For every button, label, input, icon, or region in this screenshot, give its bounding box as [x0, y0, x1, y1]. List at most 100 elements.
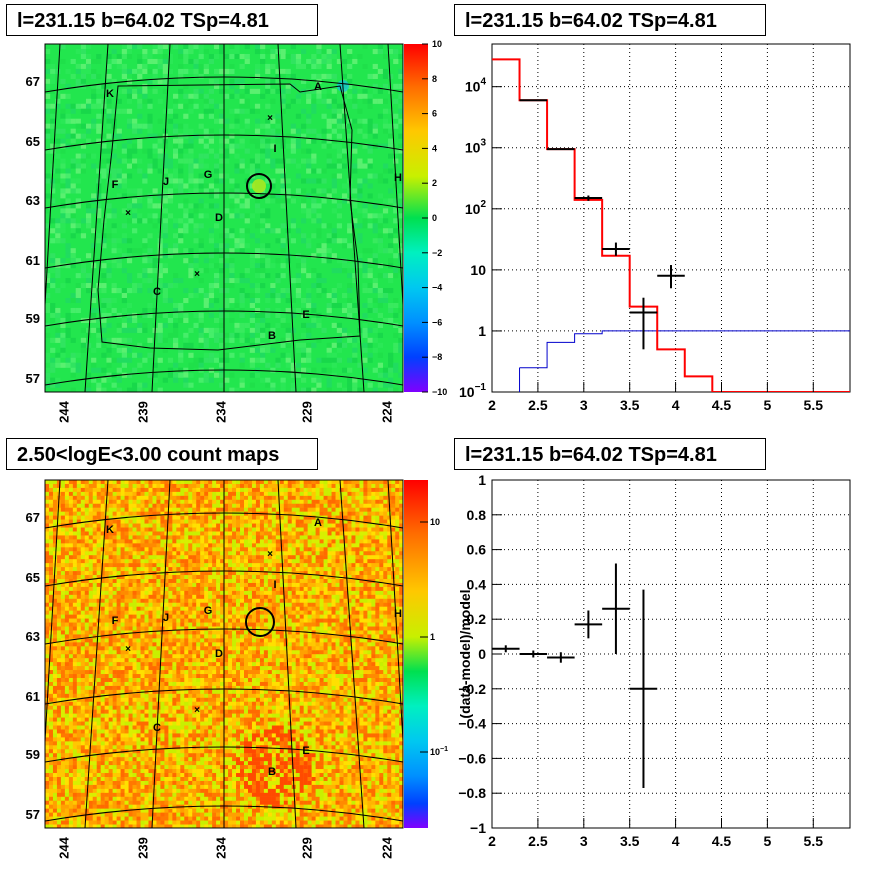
countmap-pixel	[120, 638, 125, 643]
tsmap-pixel	[326, 312, 332, 319]
countmap-pixel	[100, 511, 105, 516]
countmap-pixel	[68, 598, 73, 603]
tsmap-pixel	[193, 362, 199, 368]
countmap-pixel	[112, 594, 117, 599]
countmap-pixel	[116, 527, 121, 532]
tsmap-pixel	[290, 44, 296, 50]
countmap-pixel	[92, 582, 97, 588]
tsmap-pixel	[367, 123, 373, 129]
tsmap-pixel	[173, 342, 179, 348]
tsmap-pixel	[213, 163, 220, 169]
countmap-pixel	[64, 579, 69, 584]
countmap-pixel	[152, 689, 157, 694]
tsmap-pixel	[249, 263, 255, 269]
countmap-pixel	[84, 590, 89, 595]
countmap-pixel	[80, 784, 85, 790]
tsmap-pixel	[213, 168, 220, 174]
countmap-pixel	[156, 567, 161, 572]
countmap-pixel	[120, 737, 125, 742]
countmap-pixel	[92, 503, 97, 508]
countmap-pixel	[148, 717, 153, 722]
tsmap-pixel	[219, 168, 225, 174]
countmap-pixel	[56, 571, 62, 576]
countmap-pixel	[116, 729, 121, 734]
countmap-pixel	[88, 701, 93, 706]
tsmap-pixel	[203, 268, 209, 274]
countmap-pixel	[64, 630, 69, 635]
tsmap-pixel	[316, 322, 322, 328]
tsmap-pixel	[91, 248, 97, 254]
tsmap-pixel	[70, 158, 76, 164]
tsmap-pixel	[157, 58, 163, 65]
tsmap-pixel	[331, 362, 337, 368]
countmap-pixel	[136, 638, 141, 643]
countmap-pixel	[48, 523, 54, 528]
tsmap-pixel	[229, 108, 235, 114]
countmap-pixel	[45, 678, 50, 683]
tsmap-pixel	[219, 233, 225, 239]
tsmap-pixel	[265, 198, 271, 204]
countmap-pixel	[45, 535, 50, 540]
countmap-pixel	[144, 626, 149, 631]
tsmap-pixel	[357, 93, 363, 99]
countmap-pixel	[80, 602, 85, 607]
countmap-pixel	[104, 697, 109, 702]
tsmap-pixel	[275, 118, 281, 124]
countmap-pixel	[112, 483, 117, 489]
countmap-pixel	[56, 579, 62, 584]
countmap-pixel	[116, 618, 121, 623]
countmap-pixel	[156, 654, 161, 659]
tsmap-pixel	[126, 357, 133, 363]
tsmap-pixel	[270, 158, 276, 164]
tsmap-pixel	[265, 223, 271, 229]
countmap-pixel	[128, 610, 133, 615]
countmap-pixel	[112, 824, 117, 828]
countmap-pixel	[52, 757, 58, 762]
countmap-pixel	[100, 630, 105, 635]
countmap-pixel	[148, 788, 153, 793]
tsmap-pixel	[224, 173, 230, 179]
countmap-pixel	[80, 717, 85, 722]
countmap-pixel	[56, 515, 62, 520]
tsmap-pixel	[377, 98, 383, 104]
tsmap-pixel	[96, 317, 102, 323]
countmap-pixel	[80, 480, 85, 485]
countmap-pixel	[84, 788, 89, 793]
tsmap-pixel	[229, 317, 235, 323]
tsmap-pixel	[367, 382, 373, 388]
tsmap-pixel	[213, 352, 220, 358]
countmap-pixel	[76, 503, 81, 508]
tsmap-pixel	[377, 238, 383, 244]
tsmap-pixel	[116, 63, 122, 70]
tsmap-colorbar-ticklabel: 10	[432, 39, 442, 49]
countmap-pixel	[100, 733, 105, 738]
countmap-pixel	[132, 709, 137, 714]
countmap-pixel	[100, 780, 105, 786]
tsmap-pixel	[249, 258, 255, 264]
tsmap-pixel	[341, 293, 348, 299]
tsmap-pixel	[254, 173, 261, 179]
countmap-pixel	[132, 761, 137, 766]
tsmap-pixel	[398, 133, 403, 139]
countmap-pixel	[60, 614, 66, 619]
tsmap-pixel	[111, 288, 117, 294]
countmap-pixel	[116, 638, 121, 643]
tsmap-pixel	[91, 153, 97, 159]
countmap-pixel	[100, 487, 105, 493]
tsmap-pixel	[173, 148, 179, 154]
tsmap-pixel	[295, 98, 302, 104]
tsmap-pixel	[111, 118, 117, 124]
tsmap-pixel	[285, 88, 291, 94]
countmap-pixel	[96, 662, 101, 667]
countmap-pixel	[152, 662, 157, 667]
tsmap-pixel	[265, 118, 271, 124]
tsmap-pixel	[91, 367, 97, 373]
countmap-pixel	[100, 741, 105, 746]
tsmap-pixel	[142, 273, 148, 279]
tsmap-pixel	[341, 258, 348, 264]
countmap-pixel	[72, 559, 77, 564]
tsmap-pixel	[239, 248, 245, 254]
countmap-pixel	[80, 586, 85, 592]
tsmap-pixel	[341, 263, 348, 269]
countmap-pixel	[152, 586, 157, 592]
